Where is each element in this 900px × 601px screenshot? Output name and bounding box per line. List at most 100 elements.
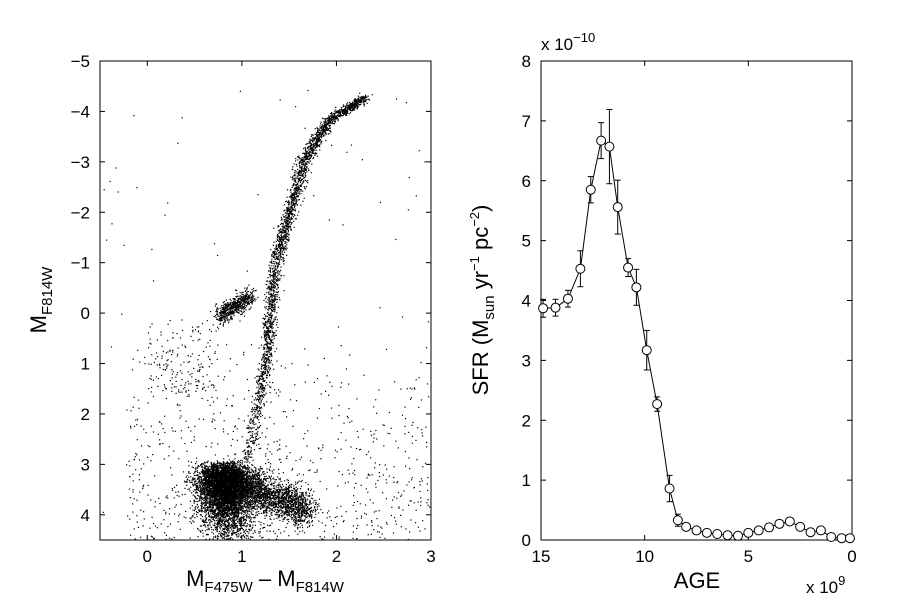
cmd-star-point — [200, 487, 203, 489]
cmd-star-point — [235, 494, 237, 496]
cmd-star-point — [231, 504, 233, 506]
cmd-star-point — [229, 537, 231, 540]
cmd-star-point — [222, 525, 224, 527]
cmd-star-point — [204, 508, 206, 510]
cmd-star-point — [200, 485, 202, 487]
cmd-star-point — [213, 483, 216, 485]
cmd-star-point — [237, 509, 239, 511]
cmd-star-point — [220, 487, 223, 489]
cmd-star-point — [212, 480, 214, 482]
cmd-star-point — [229, 504, 232, 506]
cmd-star-point — [216, 517, 218, 519]
cmd-star-point — [210, 480, 212, 483]
cmd-star-point — [189, 507, 191, 509]
cmd-star-point — [239, 508, 241, 511]
cmd-star-point — [228, 477, 230, 479]
cmd-star-point — [206, 478, 208, 481]
cmd-star-point — [208, 524, 210, 526]
cmd-star-point — [191, 481, 193, 483]
cmd-star-point — [216, 519, 218, 522]
cmd-star-point — [200, 489, 202, 491]
cmd-star-point — [212, 503, 214, 505]
cmd-star-point — [218, 496, 220, 498]
cmd-star-point — [191, 479, 193, 481]
cmd-star-point — [204, 485, 206, 487]
cmd-star-point — [242, 505, 244, 507]
cmd-star-point — [225, 508, 227, 510]
cmd-star-point — [201, 466, 203, 468]
cmd-star-point — [208, 482, 210, 484]
cmd-star-point — [237, 520, 239, 522]
cmd-star-point — [210, 511, 212, 513]
cmd-star-point — [230, 485, 232, 487]
cmd-star-point — [225, 465, 227, 467]
cmd-star-point — [245, 528, 247, 530]
cmd-star-point — [213, 474, 215, 476]
cmd-star-point — [222, 476, 224, 478]
cmd-star-point — [212, 488, 214, 490]
cmd-star-point — [216, 536, 218, 538]
cmd-star-point — [203, 487, 205, 489]
cmd-star-point — [217, 462, 219, 464]
cmd-star-point — [213, 472, 215, 474]
cmd-star-point — [192, 494, 194, 496]
cmd-star-point — [225, 523, 227, 526]
cmd-star-point — [212, 469, 214, 472]
cmd-star-point — [203, 482, 205, 485]
cmd-star-point — [224, 491, 226, 493]
cmd-star-point — [222, 477, 224, 480]
cmd-star-point — [210, 481, 213, 483]
cmd-star-point — [216, 527, 218, 529]
cmd-star-point — [236, 491, 238, 493]
cmd-star-point — [215, 469, 217, 471]
cmd-star-point — [210, 467, 212, 469]
cmd-star-point — [244, 518, 246, 521]
cmd-star-point — [265, 463, 267, 465]
cmd-star-point — [211, 490, 213, 492]
cmd-star-point — [212, 497, 214, 499]
cmd-star-point — [229, 519, 231, 521]
cmd-star-point — [235, 534, 237, 536]
cmd-star-point — [232, 467, 234, 469]
cmd-star-point — [240, 502, 242, 504]
cmd-star-point — [234, 515, 236, 517]
cmd-star-point — [250, 471, 253, 473]
cmd-star-point — [242, 517, 244, 519]
cmd-star-point — [254, 517, 256, 519]
cmd-star-point — [234, 468, 236, 471]
cmd-star-point — [238, 497, 240, 499]
cmd-star-point — [221, 497, 223, 499]
cmd-star-point — [218, 523, 220, 525]
cmd-star-point — [194, 468, 197, 470]
cmd-star-point — [250, 478, 252, 480]
cmd-star-point — [235, 493, 237, 495]
cmd-star-point — [232, 519, 234, 521]
cmd-star-point — [208, 494, 210, 496]
cmd-star-point — [192, 478, 194, 480]
cmd-star-point — [222, 475, 224, 477]
cmd-star-point — [206, 496, 208, 498]
cmd-star-point — [215, 463, 217, 465]
cmd-star-point — [225, 471, 227, 473]
cmd-star-point — [240, 523, 243, 525]
cmd-star-point — [233, 517, 235, 519]
cmd-star-point — [236, 466, 238, 468]
cmd-star-point — [208, 472, 210, 474]
cmd-star-point — [251, 473, 253, 475]
cmd-star-point — [195, 510, 197, 513]
cmd-star-point — [248, 532, 250, 534]
cmd-star-point — [209, 496, 212, 498]
cmd-star-point — [217, 466, 219, 468]
cmd-star-point — [232, 523, 234, 525]
cmd-star-point — [243, 493, 245, 495]
cmd-star-point — [186, 481, 188, 483]
cmd-star-point — [240, 503, 242, 505]
cmd-star-point — [221, 464, 223, 466]
cmd-star-point — [223, 534, 225, 536]
cmd-star-point — [229, 491, 231, 493]
cmd-star-point — [224, 479, 226, 481]
cmd-star-point — [235, 509, 237, 511]
cmd-star-point — [239, 506, 241, 508]
cmd-star-point — [211, 521, 213, 523]
cmd-star-point — [224, 499, 226, 501]
